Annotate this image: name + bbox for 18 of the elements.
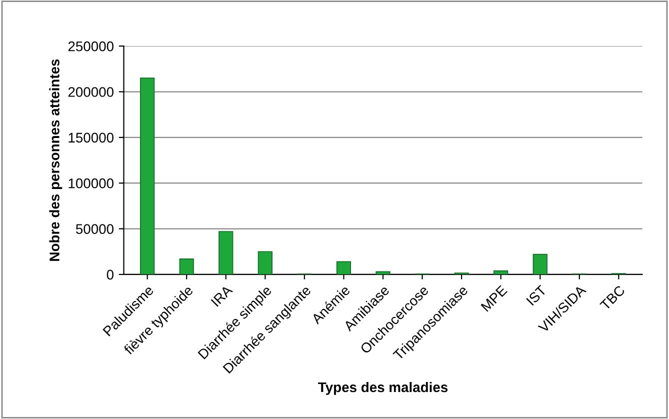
- y-tick-label: 100000: [68, 178, 114, 188]
- x-tick-label: IRA: [210, 284, 233, 307]
- bar: [140, 78, 155, 274]
- bar: [218, 231, 234, 274]
- y-tick-label: 0: [106, 270, 114, 280]
- bar: [494, 270, 508, 274]
- bar: [336, 261, 352, 274]
- y-tick-label: 200000: [68, 87, 114, 97]
- y-tick-label: 50000: [76, 224, 114, 234]
- y-tick-label: 150000: [68, 132, 114, 143]
- y-tick-label: 250000: [68, 41, 114, 52]
- x-axis-title: Types des maladies: [318, 382, 448, 395]
- x-tick-label: TBC: [600, 284, 626, 311]
- bar: [376, 271, 390, 274]
- y-axis-title: Nobre des personnes atteintes: [49, 59, 62, 261]
- bar: [179, 258, 194, 274]
- bar: [258, 251, 272, 274]
- bar: [532, 254, 548, 274]
